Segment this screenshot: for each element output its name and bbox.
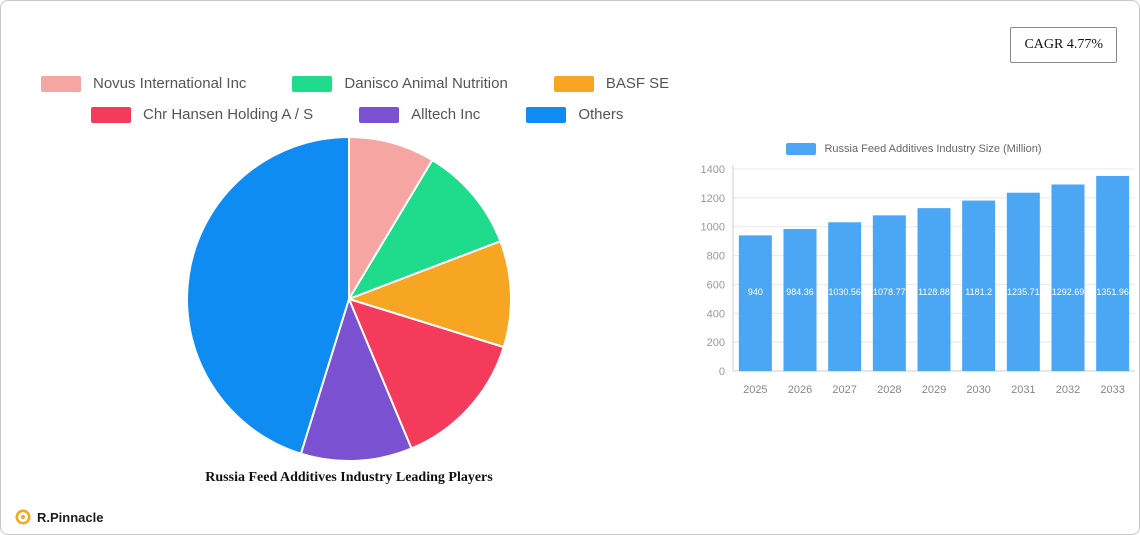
bar-2033[interactable] <box>1096 175 1130 371</box>
x-axis-tick-label: 2026 <box>788 384 812 396</box>
bar-value-label: 1181.2 <box>965 287 992 297</box>
legend-label: Novus International Inc <box>93 75 247 92</box>
pie-chart[interactable] <box>183 133 515 465</box>
legend-item-alltech-inc[interactable]: Alltech Inc <box>359 106 480 123</box>
x-axis-tick-label: 2032 <box>1056 384 1080 396</box>
cagr-badge: CAGR 4.77% <box>1010 27 1117 63</box>
bar-value-label: 1235.71 <box>1007 287 1040 297</box>
y-axis-tick-label: 1400 <box>701 164 725 176</box>
bar-2028[interactable] <box>872 215 906 371</box>
legend-item-chr-hansen-holding-a-s[interactable]: Chr Hansen Holding A / S <box>91 106 313 123</box>
bar-2029[interactable] <box>917 208 951 371</box>
legend-swatch <box>91 106 131 123</box>
bar-2026[interactable] <box>783 228 817 371</box>
bar-legend-swatch <box>786 143 817 155</box>
y-axis-tick-label: 0 <box>719 366 725 378</box>
bar-chart-area: Russia Feed Additives Industry Size (Mil… <box>687 143 1140 409</box>
brand-icon <box>15 509 31 525</box>
cagr-label: CAGR 4.77% <box>1024 37 1103 52</box>
x-axis-tick-label: 2030 <box>966 384 990 396</box>
bar-value-label: 1292.69 <box>1052 287 1085 297</box>
x-axis-tick-label: 2029 <box>922 384 946 396</box>
x-axis-tick-label: 2031 <box>1011 384 1035 396</box>
x-axis-tick-label: 2033 <box>1100 384 1124 396</box>
bar-value-label: 1030.56 <box>828 287 861 297</box>
bar-2031[interactable] <box>1006 192 1040 371</box>
bar-value-label: 1078.77 <box>873 287 906 297</box>
bar-chart[interactable]: 0 200 400 600 800 1000 1200 1400 940 2025 984.36 20… <box>687 157 1140 409</box>
pie-slice-novus-international-inc[interactable] <box>348 136 434 300</box>
y-axis-tick-label: 1000 <box>701 222 725 234</box>
x-axis-tick-label: 2025 <box>743 384 767 396</box>
bar-2025[interactable] <box>738 235 772 371</box>
bar-2027[interactable] <box>828 222 862 371</box>
brand-name: R.Pinnacle <box>37 509 104 525</box>
legend-item-novus-international-inc[interactable]: Novus International Inc <box>41 75 246 92</box>
legend-label: BASF SE <box>605 75 670 92</box>
legend-label: Alltech Inc <box>411 106 481 123</box>
legend-label: Danisco Animal Nutrition <box>344 75 508 92</box>
y-axis-tick-label: 800 <box>707 251 725 263</box>
pie-chart-area: Russia Feed Additives Industry Leading P… <box>173 133 525 486</box>
x-axis-tick-label: 2027 <box>832 384 856 396</box>
legend-swatch <box>41 75 81 92</box>
y-axis-tick-label: 600 <box>707 279 725 291</box>
legend-label: Chr Hansen Holding A / S <box>143 106 314 123</box>
legend-swatch <box>526 106 567 123</box>
bar-2032[interactable] <box>1051 184 1085 371</box>
pie-slice-alltech-inc[interactable] <box>299 298 413 462</box>
legend-item-danisco-animal-nutrition[interactable]: Danisco Animal Nutrition <box>292 75 508 92</box>
bar-legend-label: Russia Feed Additives Industry Size (Mil… <box>824 143 1042 155</box>
pie-slice-chr-hansen-holding-a-s[interactable] <box>348 298 505 450</box>
bar-value-label: 984.36 <box>786 287 814 297</box>
bar-value-label: 940 <box>748 287 763 297</box>
pie-legend-row: Novus International Inc Danisco Animal Nu… <box>1 75 701 92</box>
y-axis-tick-label: 200 <box>707 337 725 349</box>
brand-logo: R.Pinnacle <box>15 509 103 525</box>
legend-item-others[interactable]: Others <box>526 106 623 123</box>
x-axis-tick-label: 2028 <box>877 384 901 396</box>
y-axis-tick-label: 400 <box>707 308 725 320</box>
pie-legend: Novus International Inc Danisco Animal Nu… <box>1 75 701 137</box>
legend-label: Others <box>578 106 624 123</box>
pie-slice-danisco-animal-nutrition[interactable] <box>348 159 502 300</box>
pie-legend-row: Chr Hansen Holding A / S Alltech Inc Other… <box>1 106 701 123</box>
bar-2030[interactable] <box>962 200 996 371</box>
legend-swatch <box>359 106 400 123</box>
pie-title: Russia Feed Additives Industry Leading P… <box>205 470 493 485</box>
bar-value-label: 1128.88 <box>918 287 950 297</box>
legend-swatch <box>292 75 333 92</box>
legend-swatch <box>553 75 594 92</box>
pie-slice-others[interactable] <box>186 136 350 455</box>
y-axis-tick-label: 1200 <box>701 193 725 205</box>
pie-slice-basf-se[interactable] <box>348 240 513 349</box>
bar-legend[interactable]: Russia Feed Additives Industry Size (Mil… <box>687 143 1139 155</box>
legend-item-basf-se[interactable]: BASF SE <box>553 75 670 92</box>
bar-value-label: 1351.96 <box>1096 287 1129 297</box>
